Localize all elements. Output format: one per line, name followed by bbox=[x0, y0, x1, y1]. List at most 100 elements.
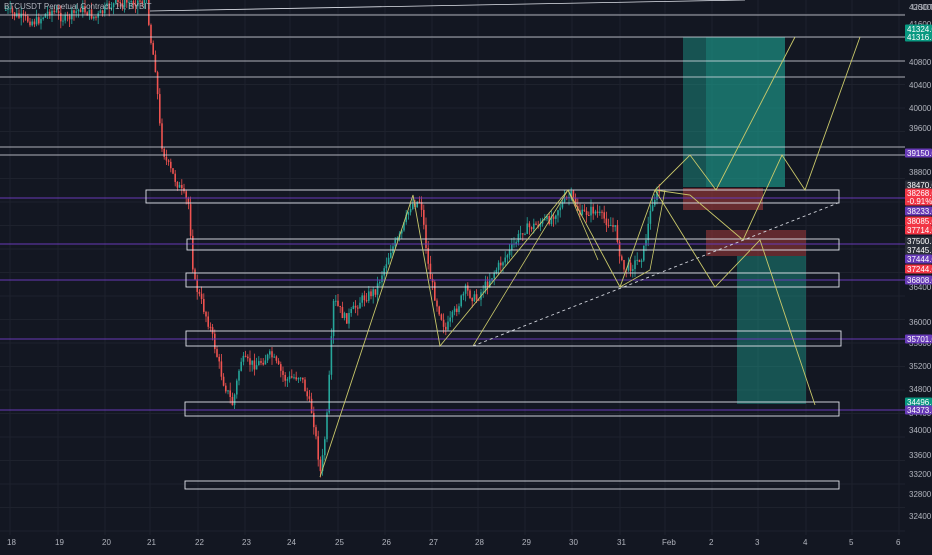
price-tag[interactable]: 39150.0 bbox=[905, 148, 932, 159]
long-target-zone[interactable] bbox=[683, 37, 785, 187]
candle-body bbox=[315, 427, 317, 437]
zone-box[interactable] bbox=[145, 189, 840, 204]
price-tag[interactable]: 36808.0 bbox=[905, 275, 932, 286]
short-stop-zone[interactable] bbox=[706, 230, 806, 256]
candle-body bbox=[110, 7, 113, 9]
projection-path[interactable] bbox=[472, 189, 599, 347]
candle-body bbox=[317, 436, 319, 460]
candle-body bbox=[29, 21, 31, 26]
candle-body bbox=[583, 209, 586, 212]
candle-body bbox=[130, 1, 132, 3]
candle-body bbox=[170, 161, 172, 169]
candle-body bbox=[249, 358, 251, 365]
candle-body bbox=[489, 280, 491, 287]
wave-projections[interactable] bbox=[319, 36, 861, 478]
candle-body bbox=[13, 12, 16, 17]
projection-path[interactable] bbox=[619, 189, 666, 288]
candle-body bbox=[563, 197, 566, 202]
price-tag[interactable]: -0.91% bbox=[905, 196, 932, 207]
candle-body bbox=[599, 211, 601, 213]
candle-body bbox=[357, 307, 359, 309]
projection-path[interactable] bbox=[654, 36, 861, 241]
zone-box[interactable] bbox=[185, 330, 842, 347]
candle-body bbox=[376, 283, 379, 295]
price-tag[interactable]: 38470.0 bbox=[905, 180, 932, 191]
candle-body bbox=[95, 16, 97, 18]
symbol-title[interactable]: BTCUSDT Perpetual Contract, 1h, BYBIT bbox=[4, 2, 152, 11]
candle-body bbox=[5, 9, 7, 11]
candle-body bbox=[434, 282, 436, 301]
time-axis[interactable]: 18 19 20 21 22 23 24 25 26 27 28 29 30 31 Feb 2 3 4 5 6 bbox=[0, 535, 932, 550]
dotted-trendline[interactable] bbox=[472, 202, 839, 347]
price-tag[interactable]: 37444.0 bbox=[905, 254, 932, 265]
time-tick-label: 26 bbox=[382, 538, 391, 547]
candle-body bbox=[508, 249, 511, 256]
candle-body bbox=[638, 259, 641, 262]
risk-reward-boxes[interactable] bbox=[683, 37, 806, 404]
candle-body bbox=[493, 273, 495, 279]
candle-body bbox=[592, 206, 594, 214]
candle-body bbox=[44, 13, 47, 18]
candle-body bbox=[159, 94, 161, 124]
price-tag[interactable]: 38085.0 bbox=[905, 216, 932, 227]
zone-box[interactable] bbox=[184, 480, 840, 490]
candle-body bbox=[528, 223, 531, 228]
trend-line[interactable] bbox=[149, 0, 746, 12]
candle-body bbox=[24, 14, 27, 17]
price-axis[interactable]: 42000.041600.040800.040400.040000.039600… bbox=[905, 0, 932, 550]
long-stop-zone[interactable] bbox=[683, 188, 763, 210]
price-tag-label: 38085.0 bbox=[907, 217, 932, 226]
candle-body bbox=[60, 12, 62, 22]
price-tag[interactable]: 34496.5 bbox=[905, 397, 932, 408]
time-tick-label: 5 bbox=[849, 538, 854, 547]
candle-body bbox=[143, 0, 146, 4]
price-tick-label: 35200.0 bbox=[909, 362, 932, 371]
candle-body bbox=[339, 305, 341, 308]
zone-box[interactable] bbox=[186, 238, 840, 251]
price-tag[interactable]: 35701.0 bbox=[905, 334, 932, 345]
horizontal-levels[interactable] bbox=[0, 0, 905, 411]
price-tag[interactable]: 38233.0 bbox=[905, 206, 932, 217]
candle-body bbox=[55, 11, 58, 13]
price-tag[interactable]: 34373.5 bbox=[905, 405, 932, 416]
price-tag[interactable]: 37714.0 bbox=[905, 225, 932, 236]
candle-body bbox=[442, 319, 445, 327]
projection-path[interactable] bbox=[654, 189, 816, 406]
price-tag[interactable]: 38268.0 bbox=[905, 188, 932, 199]
candle-body bbox=[418, 201, 421, 203]
zone-box[interactable] bbox=[184, 401, 840, 417]
support-resistance-zones[interactable] bbox=[145, 189, 842, 490]
candle-body bbox=[288, 376, 291, 380]
short-target-zone[interactable] bbox=[737, 256, 806, 404]
candle-body bbox=[374, 289, 377, 295]
candle-body bbox=[623, 259, 625, 270]
candle-body bbox=[51, 10, 53, 16]
candle-body bbox=[46, 11, 49, 14]
price-tag[interactable]: 41324.0 bbox=[905, 24, 932, 35]
candle-body bbox=[313, 413, 315, 428]
price-tag[interactable]: 37445.5 bbox=[905, 245, 932, 256]
zone-box[interactable] bbox=[185, 272, 840, 288]
candle-body bbox=[154, 54, 157, 73]
price-tag[interactable]: 41316.5 bbox=[905, 32, 932, 43]
candle-body bbox=[229, 390, 231, 397]
candle-body bbox=[409, 209, 412, 213]
price-tick-label: 36000.0 bbox=[909, 318, 932, 327]
long-target-zone-inner[interactable] bbox=[706, 37, 785, 187]
candle-body bbox=[280, 364, 282, 371]
price-tag-label: 38470.0 bbox=[907, 181, 932, 190]
candle-body bbox=[299, 377, 302, 379]
candle-body bbox=[11, 8, 14, 13]
price-tag[interactable]: 37500.5 bbox=[905, 236, 932, 247]
price-tag[interactable]: 37244.0 bbox=[905, 264, 932, 275]
candle-body bbox=[383, 268, 385, 276]
candle-body bbox=[403, 222, 405, 231]
candle-body bbox=[588, 214, 590, 216]
candle-body bbox=[515, 242, 517, 244]
candle-body bbox=[385, 264, 388, 269]
candle-body bbox=[104, 6, 106, 14]
candle-body bbox=[469, 290, 471, 298]
price-tag-label: 35701.0 bbox=[907, 335, 932, 344]
